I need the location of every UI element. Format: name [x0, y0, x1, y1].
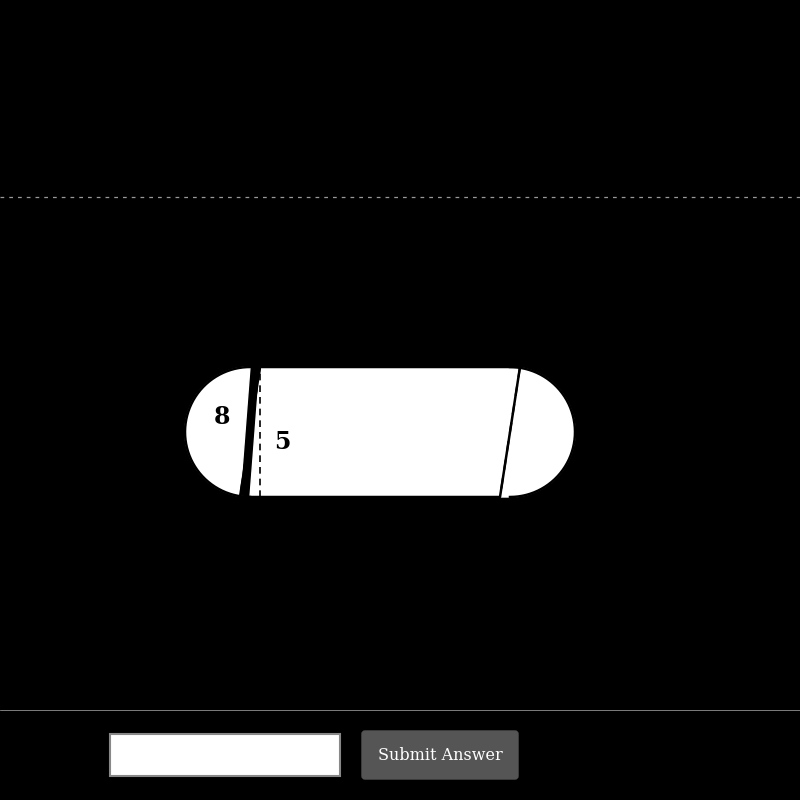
Polygon shape [185, 367, 575, 497]
Text: Find the Area of the figure below, composed of a parallelogram and two: Find the Area of the figure below, compo… [18, 212, 698, 230]
Text: Submit Answer: Submit Answer [378, 747, 502, 765]
Text: 10: 10 [376, 331, 404, 353]
Text: semicircles.: semicircles. [18, 240, 136, 258]
Text: 8: 8 [214, 405, 230, 429]
Text: Round to the nearest tenths place.: Round to the nearest tenths place. [100, 240, 430, 258]
FancyBboxPatch shape [110, 734, 340, 776]
Text: Answer:: Answer: [22, 747, 97, 765]
FancyBboxPatch shape [362, 731, 518, 779]
Text: 5: 5 [274, 430, 290, 454]
